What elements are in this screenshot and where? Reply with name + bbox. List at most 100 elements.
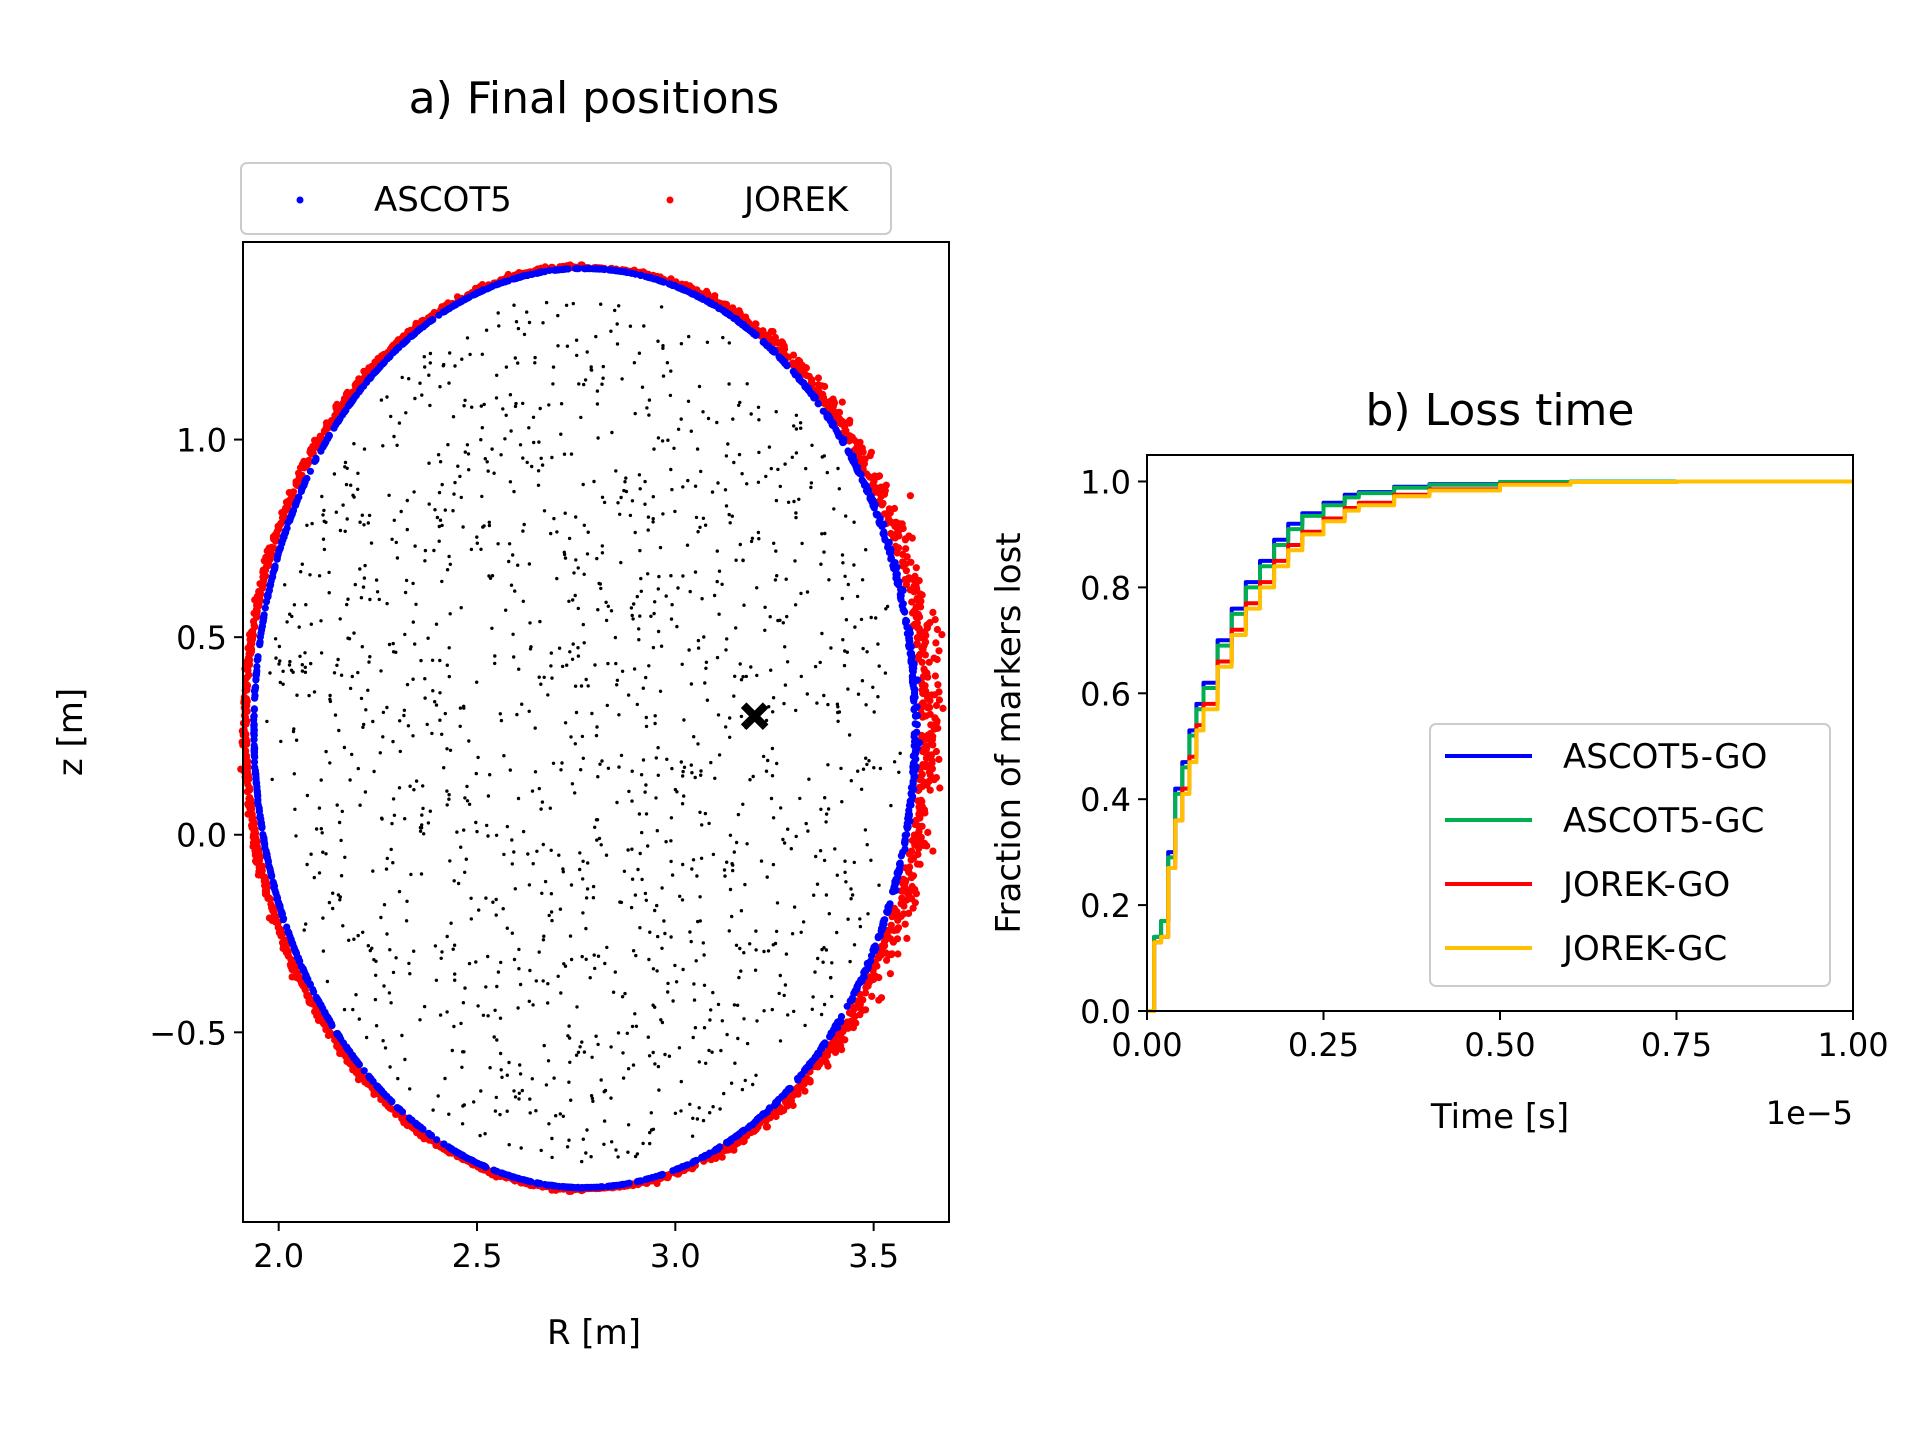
initial-marker-point	[647, 957, 651, 962]
initial-marker-point	[643, 891, 648, 896]
initial-marker-point	[794, 515, 798, 520]
initial-marker-point	[615, 342, 620, 346]
initial-marker-point	[380, 816, 384, 820]
initial-marker-point	[669, 839, 673, 843]
initial-marker-point	[637, 627, 641, 631]
initial-marker-point	[656, 587, 660, 591]
initial-marker-point	[405, 899, 409, 903]
initial-marker-point	[694, 959, 698, 963]
initial-marker-point	[412, 490, 416, 494]
initial-marker-point	[361, 585, 366, 589]
final-position-point	[428, 316, 436, 324]
initial-marker-point	[656, 339, 660, 343]
final-position-point	[902, 560, 910, 568]
initial-marker-point	[666, 438, 670, 442]
initial-marker-point	[596, 954, 601, 958]
panel-b-legend-box	[1429, 723, 1831, 987]
initial-marker-point	[757, 418, 761, 422]
initial-marker-point	[362, 523, 366, 527]
initial-marker-point	[826, 763, 830, 767]
initial-marker-point	[448, 748, 453, 752]
initial-marker-point	[576, 654, 581, 658]
initial-marker-point	[709, 760, 713, 765]
initial-marker-point	[480, 494, 484, 499]
initial-marker-point	[549, 848, 553, 852]
initial-marker-point	[669, 935, 673, 939]
initial-marker-point	[324, 852, 328, 856]
final-position-point	[935, 755, 943, 764]
initial-marker-point	[390, 821, 394, 826]
final-position-point	[854, 467, 862, 475]
final-position-point	[915, 839, 923, 847]
initial-marker-point	[368, 948, 372, 953]
initial-marker-point	[719, 1048, 723, 1053]
initial-marker-point	[516, 796, 521, 801]
initial-marker-point	[826, 702, 830, 707]
initial-marker-point	[682, 765, 687, 769]
initial-marker-point	[452, 492, 456, 496]
initial-marker-point	[732, 850, 736, 854]
initial-marker-point	[623, 480, 627, 484]
initial-marker-point	[358, 803, 362, 807]
initial-marker-point	[836, 705, 840, 709]
initial-marker-point	[300, 669, 305, 673]
initial-marker-point	[501, 407, 505, 411]
final-position-point	[808, 1057, 816, 1065]
initial-marker-point	[764, 769, 769, 773]
final-position-point	[895, 544, 903, 552]
initial-marker-point	[581, 622, 585, 627]
initial-marker-point	[656, 773, 660, 777]
initial-marker-point	[670, 873, 675, 877]
final-position-point	[925, 658, 933, 666]
initial-marker-point	[588, 976, 592, 980]
initial-marker-point	[843, 870, 847, 874]
initial-marker-point	[568, 650, 572, 654]
final-position-point	[794, 1076, 802, 1084]
initial-marker-point	[356, 670, 360, 675]
initial-marker-point	[759, 859, 764, 863]
final-position-point	[899, 875, 907, 883]
initial-marker-point	[734, 840, 739, 845]
initial-marker-point	[421, 806, 425, 811]
initial-marker-point	[320, 831, 324, 835]
initial-marker-point	[819, 1012, 824, 1017]
initial-marker-point	[871, 685, 875, 689]
initial-marker-point	[437, 539, 441, 543]
initial-marker-point	[573, 593, 577, 598]
final-position-point	[289, 488, 298, 496]
initial-marker-point	[656, 1064, 661, 1069]
initial-marker-point	[799, 426, 803, 430]
initial-marker-point	[268, 671, 272, 675]
initial-marker-point	[732, 460, 736, 465]
initial-marker-point	[356, 766, 360, 771]
initial-marker-point	[672, 446, 676, 450]
initial-marker-point	[651, 495, 655, 499]
final-position-point	[816, 1060, 824, 1068]
initial-marker-point	[622, 869, 627, 873]
initial-marker-point	[840, 800, 844, 804]
final-position-point	[911, 712, 920, 720]
initial-marker-point	[602, 1119, 607, 1123]
initial-marker-point	[348, 686, 353, 691]
final-position-point	[317, 433, 325, 441]
final-position-point	[264, 593, 272, 601]
initial-marker-point	[630, 847, 634, 851]
initial-marker-point	[745, 842, 749, 846]
final-position-point	[801, 1066, 809, 1074]
initial-marker-point	[745, 482, 749, 486]
initial-marker-point	[331, 891, 335, 895]
initial-marker-point	[580, 1159, 584, 1164]
initial-marker-point	[544, 1083, 549, 1087]
initial-marker-point	[281, 682, 285, 686]
initial-marker-point	[591, 896, 596, 900]
initial-marker-point	[773, 941, 778, 946]
final-position-point	[377, 1087, 385, 1095]
initial-marker-point	[616, 1031, 621, 1035]
initial-marker-point	[729, 1081, 734, 1085]
initial-marker-point	[404, 411, 408, 415]
initial-marker-point	[397, 421, 402, 425]
initial-marker-point	[405, 682, 410, 687]
initial-marker-point	[443, 1076, 447, 1081]
initial-marker-point	[593, 966, 597, 971]
initial-marker-point	[841, 561, 845, 565]
